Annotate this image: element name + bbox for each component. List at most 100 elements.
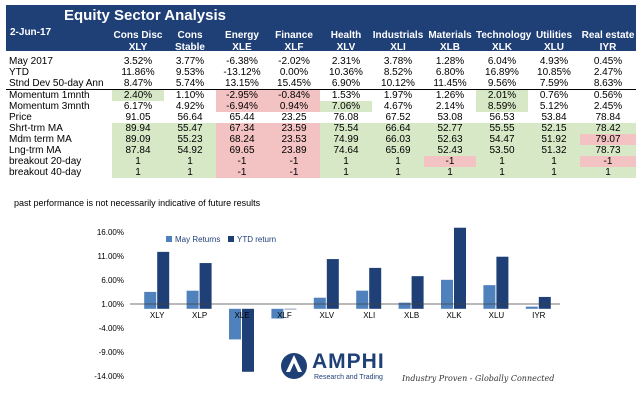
table-row: Price 91.05 56.64 65.44 23.25 76.08 67.52 53.08… (6, 112, 636, 123)
table-row: YTD 11.86% 9.53% -13.12% 0.00% 10.36% 8.52% 6.8… (6, 67, 636, 78)
table-cell: 74.64 (320, 145, 372, 156)
bar-ytd-xle (242, 308, 254, 372)
table-cell: -6.38% (226, 56, 258, 67)
y-tick-label: -9.00% (99, 348, 124, 357)
column-ticker: XLY (128, 42, 148, 53)
table-cell: 11.45% (433, 78, 467, 89)
table-row: breakout 20-day 1 1 -1 -1 1 1 -1 1 1 -1 (6, 156, 636, 167)
table-cell: 75.54 (320, 123, 372, 134)
column-sector-name: Technology (476, 30, 532, 41)
bar-may-xlk (441, 279, 453, 309)
bar-ytd-xlb (411, 276, 424, 309)
table-row: Lng-trm MA 87.84 54.92 69.65 23.89 74.64 65.69… (6, 145, 636, 156)
row-label: Momentum 1mnth (6, 89, 112, 101)
bar-ytd-xlf (284, 308, 297, 310)
table-row: Mdm term MA 89.09 55.23 68.24 23.53 74.99 66.0… (6, 134, 636, 145)
y-tick-label: 11.00% (97, 252, 124, 261)
row-label: breakout 40-day (9, 167, 82, 178)
table-cell: 2.31% (331, 56, 361, 67)
table-cell: 0.56% (580, 89, 636, 101)
column-ticker: XLE (232, 42, 252, 53)
y-tick-label: 1.00% (101, 300, 124, 309)
table-cell: 13.15% (225, 78, 259, 89)
column-sector-name: Materials (428, 30, 472, 41)
table-cell: 4.93% (539, 56, 569, 67)
bar-ytd-xlv (326, 259, 339, 309)
bar-may-xly (144, 291, 157, 309)
table-cell: 3.77% (175, 56, 205, 67)
row-label: Lng-trm MA (9, 145, 62, 156)
table-cell: 2.14% (435, 101, 465, 112)
table-cell: -1 (216, 156, 268, 167)
column-sector-name: Utilities (535, 30, 573, 41)
table-cell: 16.89% (485, 67, 519, 78)
column-ticker: XLF (284, 42, 304, 53)
table-cell: 68.24 (216, 134, 268, 145)
x-category-label: XLP (192, 311, 207, 320)
column-ticker: IYR (599, 42, 617, 53)
column-sector-name: Cons Stable (174, 30, 205, 53)
table-cell: 10.85% (537, 67, 571, 78)
table-header-band: Equity Sector Analysis 2-Jun-17 (6, 5, 636, 51)
table-cell: 1.53% (320, 89, 372, 101)
bar-ytd-xli (369, 267, 382, 309)
column-ticker: XLP (180, 54, 200, 65)
table-cell: 55.55 (476, 123, 528, 134)
row-label: May 2017 (9, 56, 53, 67)
table-cell: 5.74% (175, 78, 205, 89)
column-header-xlb: Materials XLB (424, 30, 476, 54)
table-cell: 1 (164, 167, 216, 178)
table-cell: 23.59 (268, 123, 320, 134)
column-header-xly: Cons Disc XLY (112, 30, 164, 54)
table-cell: 7.59% (539, 78, 569, 89)
bar-may-xlv (313, 297, 326, 309)
legend-label: May Returns (175, 235, 220, 244)
table-cell: 1 (164, 156, 216, 167)
x-category-label: XLB (404, 311, 419, 320)
table-row: Shrt-trm MA 89.94 55.47 67.34 23.59 75.54 66.6… (6, 123, 636, 134)
sector-table: May 2017 3.52% 3.77% -6.38% -2.02% 2.31% 3.78%… (6, 56, 636, 178)
table-cell: -1 (268, 156, 320, 167)
table-cell: 52.77 (424, 123, 476, 134)
row-label: Shrt-trm MA (9, 123, 63, 134)
table-cell: 1 (372, 156, 424, 167)
table-cell: 23.53 (268, 134, 320, 145)
table-cell: 3.78% (383, 56, 413, 67)
table-cell: 89.09 (112, 134, 164, 145)
table-cell: -1 (216, 167, 268, 178)
column-ticker: XLU (544, 42, 564, 53)
y-tick-label: -4.00% (99, 324, 124, 333)
table-cell: 9.56% (487, 78, 517, 89)
table-cell: 0.76% (528, 89, 580, 101)
brand-name: AMPHI (312, 350, 385, 373)
table-cell: 9.53% (175, 67, 205, 78)
table-cell: 6.17% (123, 101, 153, 112)
table-cell: 91.05 (125, 112, 151, 123)
table-cell: 67.34 (216, 123, 268, 134)
bar-ytd-xly (157, 251, 170, 309)
table-cell: 1 (476, 167, 528, 178)
x-category-label: XLV (320, 311, 335, 320)
row-label: Mdm term MA (9, 134, 72, 145)
table-cell: 1 (372, 167, 424, 178)
table-cell: 52.43 (424, 145, 476, 156)
returns-bar-chart: 16.00% 11.00% 6.00% 1.00% -4.00% -9.00% -14.00… (94, 227, 560, 381)
table-cell: 0.94% (268, 101, 320, 112)
column-header-xlu: Utilities XLU (528, 30, 580, 54)
x-category-label: XLU (489, 311, 505, 320)
table-row: May 2017 3.52% 3.77% -6.38% -2.02% 2.31% 3.78%… (6, 56, 636, 67)
table-row: Stnd Dev 50-day Ann 8.47% 5.74% 13.15% 15.45… (6, 78, 636, 90)
table-cell: 1.26% (424, 89, 476, 101)
table-cell: 4.92% (175, 101, 205, 112)
bar-ytd-xlk (454, 227, 466, 309)
table-cell: 53.08 (437, 112, 463, 123)
column-sector-name: Energy (225, 30, 259, 41)
x-category-label: XLF (277, 311, 292, 320)
bar-may-xlf (271, 308, 284, 319)
table-cell: 15.45% (277, 78, 311, 89)
column-header-xlk: Technology XLK (476, 30, 532, 54)
table-cell: 8.63% (593, 78, 623, 89)
column-header-xlp: Cons Stable XLP (164, 30, 216, 66)
table-cell: 0.00% (279, 67, 309, 78)
table-cell: 10.36% (329, 67, 363, 78)
